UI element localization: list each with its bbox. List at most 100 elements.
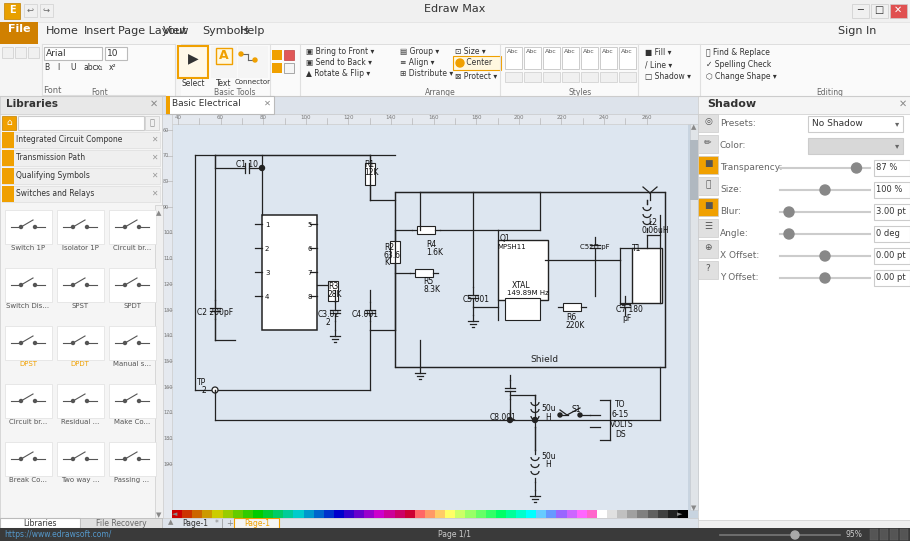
Bar [212,510,223,518]
Circle shape [784,207,794,217]
Text: ✕: ✕ [264,99,271,108]
Bar [172,510,182,518]
Text: 120: 120 [163,282,172,287]
Text: ↪: ↪ [43,6,49,15]
Bar [176,44,181,96]
Bar [170,114,698,124]
Bar [698,177,718,195]
Bar [425,510,435,518]
Circle shape [34,226,36,228]
Text: Y Offset:: Y Offset: [720,273,759,282]
Circle shape [253,58,257,62]
Text: 200: 200 [513,115,524,120]
Text: ⊡ Size ▾: ⊡ Size ▾ [455,47,486,56]
Bar [415,510,425,518]
Bar [293,510,304,518]
Bar [284,63,294,73]
Text: ▣ Send to Back ▾: ▣ Send to Back ▾ [306,58,372,67]
Bar [354,510,364,518]
Text: ─: ─ [857,5,863,15]
Text: Sign In: Sign In [838,26,876,36]
Bar [109,210,156,244]
Bar [5,210,52,244]
Bar [57,442,104,476]
Text: 110: 110 [163,256,172,261]
Text: Angle:: Angle: [720,229,749,238]
Text: ✏: ✏ [704,138,712,147]
Bar [0,528,910,541]
Bar [166,96,274,114]
Text: 8.3K: 8.3K [423,285,440,294]
Bar [155,205,163,520]
Bar [2,132,160,148]
Text: 3.00 pt: 3.00 pt [876,207,905,216]
Text: 190: 190 [163,462,172,467]
Text: 70: 70 [163,153,169,158]
Text: 180: 180 [163,436,172,441]
Text: 🖼: 🖼 [705,180,711,189]
Text: Break Co...: Break Co... [9,477,47,483]
Text: SPST: SPST [72,303,88,309]
Text: 120: 120 [343,115,354,120]
Bar [543,72,560,82]
Bar [273,510,283,518]
Bar [223,510,233,518]
Bar [0,22,910,44]
Bar [109,268,156,302]
Circle shape [34,341,36,345]
Bar [2,47,13,58]
Bar [498,240,548,300]
Text: 0.00 pt: 0.00 pt [876,273,905,282]
Text: A: A [219,49,228,62]
Text: 140: 140 [163,333,172,338]
Bar [15,47,26,58]
Bar [852,4,869,18]
Text: R2: R2 [384,243,394,252]
Bar [577,510,587,518]
Text: 60: 60 [217,115,224,120]
Text: ►: ► [677,511,682,517]
Bar [324,510,334,518]
Circle shape [137,341,140,345]
Bar [0,96,162,114]
Bar [344,510,354,518]
Text: Presets:: Presets: [720,119,755,128]
Text: 7: 7 [307,270,311,276]
Bar [57,384,104,418]
Text: C52⊓ pF: C52⊓ pF [580,244,610,250]
Text: 80: 80 [163,179,169,184]
Bar [698,240,718,258]
Bar [562,47,579,69]
Text: Abc: Abc [602,49,614,54]
Text: Libraries: Libraries [6,99,58,109]
Bar [435,510,445,518]
Text: Shadow: Shadow [707,99,756,109]
Bar [698,198,718,216]
Bar [524,72,541,82]
Bar [505,47,522,69]
Bar [648,510,658,518]
Bar [0,518,80,528]
Text: ▾: ▾ [895,141,899,150]
Bar [5,326,52,360]
Bar [57,326,104,360]
Text: ✕: ✕ [151,171,157,180]
Bar [486,510,496,518]
Bar [172,124,688,510]
Bar [18,116,144,130]
Bar [698,114,718,132]
Circle shape [558,413,562,417]
Text: abc: abc [83,63,96,72]
Bar [698,156,718,174]
Text: Q1: Q1 [500,234,511,243]
Text: X Offset:: X Offset: [720,251,759,260]
Bar [314,510,324,518]
Bar [172,510,688,518]
Bar [874,204,910,220]
Bar [202,510,212,518]
Text: K: K [384,258,389,267]
Text: 1: 1 [265,222,269,228]
Bar [263,510,273,518]
Bar [262,215,317,330]
Text: R1: R1 [364,160,374,169]
